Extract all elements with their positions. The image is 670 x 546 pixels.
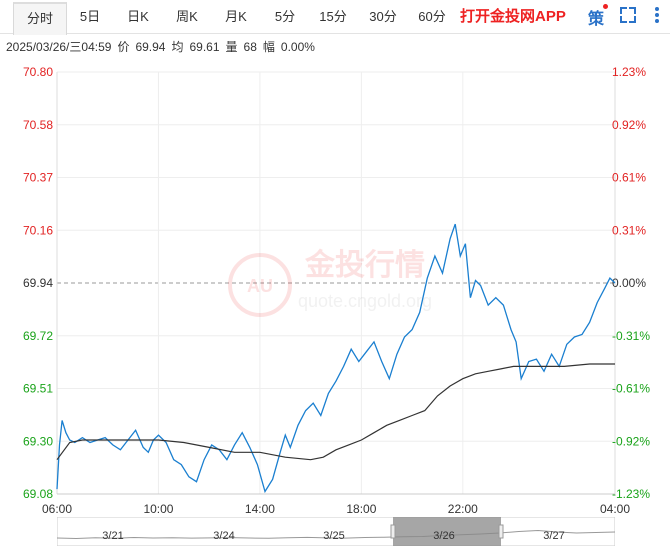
y-tick-label-left: 70.37 [23, 171, 53, 185]
x-tick-label: 04:00 [600, 502, 630, 516]
open-app-link[interactable]: 打开金投网APP [460, 8, 566, 25]
price-value: 69.94 [135, 40, 166, 54]
y-tick-label-left: 70.16 [23, 223, 53, 237]
tab-weekly-k[interactable]: 周K [176, 9, 198, 24]
y-tick-label-left: 69.30 [23, 434, 53, 448]
y-tick-label-left: 69.72 [23, 329, 53, 343]
x-tick-label: 06:00 [42, 502, 72, 516]
series-lines [56, 223, 616, 494]
watermark-logo-text: AU [247, 276, 273, 296]
navigator-date: 3/24 [213, 530, 234, 542]
y-tick-label-right: -0.31% [612, 329, 650, 343]
axis-labels: 70.80 1.23% 70.58 0.92% 70.37 0.61% 70.16 0.31%… [23, 65, 650, 516]
strategy-icon[interactable]: 策 [588, 11, 605, 28]
y-tick-label-right: 1.23% [612, 65, 646, 79]
intraday-chart[interactable]: AU 金投行情 quote.cngold.org 70.80 1.23% 70.58… [0, 60, 670, 516]
watermark-url: quote.cngold.org [298, 291, 432, 311]
y-tick-label-right: -0.92% [612, 434, 650, 448]
avg-value: 69.61 [189, 40, 220, 54]
y-tick-label-right: 0.00% [612, 276, 646, 290]
y-tick-label-right: -1.23% [612, 487, 650, 501]
x-tick-label: 18:00 [346, 502, 376, 516]
y-tick-label-right: 0.31% [612, 223, 646, 237]
navigator-date: 3/25 [323, 530, 344, 542]
more-icon[interactable] [650, 4, 664, 26]
y-tick-label-left: 70.80 [23, 65, 53, 79]
quote-datetime: 2025/03/26/三04:59 [6, 40, 112, 54]
price-line [56, 223, 616, 494]
change-value: 0.00% [280, 40, 315, 54]
tab-5day[interactable]: 5日 [79, 9, 101, 24]
y-tick-label-right: 0.61% [612, 171, 646, 185]
fullscreen-icon[interactable] [620, 7, 636, 23]
change-label: 幅 [262, 40, 275, 54]
chart-toolbar: 分时 5日 日K 周K 月K 5分 15分 30分 60分 打开金投网APP 策 [0, 0, 670, 35]
navigator-date: 3/27 [543, 530, 564, 542]
watermark-text: 金投行情 [304, 248, 425, 282]
avg-label: 均 [171, 40, 184, 54]
time-navigator[interactable]: 3/21 3/24 3/25 3/26 3/27 [57, 517, 615, 546]
volume-value: 68 [243, 40, 257, 54]
y-tick-label-left: 69.94 [23, 276, 53, 290]
tab-15min[interactable]: 15分 [319, 9, 347, 24]
navigator-left-handle[interactable] [390, 524, 396, 539]
y-tick-label-right: 0.92% [612, 118, 646, 132]
quote-info-bar: 2025/03/26/三04:59 价 69.94 均 69.61 量 68 幅 0.00% [6, 38, 321, 55]
watermark-logo-icon [228, 253, 292, 317]
price-label: 价 [117, 40, 130, 54]
chart-grid [56, 71, 616, 495]
y-tick-label-left: 69.51 [23, 382, 53, 396]
navigator-mini-line [57, 529, 615, 540]
tab-60min[interactable]: 60分 [418, 9, 446, 24]
navigator-date: 3/26 [433, 530, 454, 542]
x-tick-label: 14:00 [245, 502, 275, 516]
notification-dot [603, 4, 608, 9]
y-tick-label-right: -0.61% [612, 382, 650, 396]
navigator-right-handle[interactable] [498, 524, 504, 539]
y-tick-label-left: 69.08 [23, 487, 53, 501]
x-tick-label: 22:00 [448, 502, 478, 516]
tab-fenshi[interactable]: 分时 [13, 2, 67, 35]
x-tick-label: 10:00 [143, 502, 173, 516]
y-tick-label-left: 70.58 [23, 118, 53, 132]
volume-label: 量 [225, 40, 238, 54]
watermark: AU 金投行情 quote.cngold.org [228, 248, 432, 317]
tab-monthly-k[interactable]: 月K [225, 9, 247, 24]
tab-30min[interactable]: 30分 [369, 9, 397, 24]
average-price-line [56, 363, 615, 461]
navigator-selected-range[interactable] [393, 517, 501, 546]
tab-daily-k[interactable]: 日K [127, 9, 149, 24]
navigator-date: 3/21 [102, 530, 123, 542]
tab-5min[interactable]: 5分 [274, 9, 296, 24]
